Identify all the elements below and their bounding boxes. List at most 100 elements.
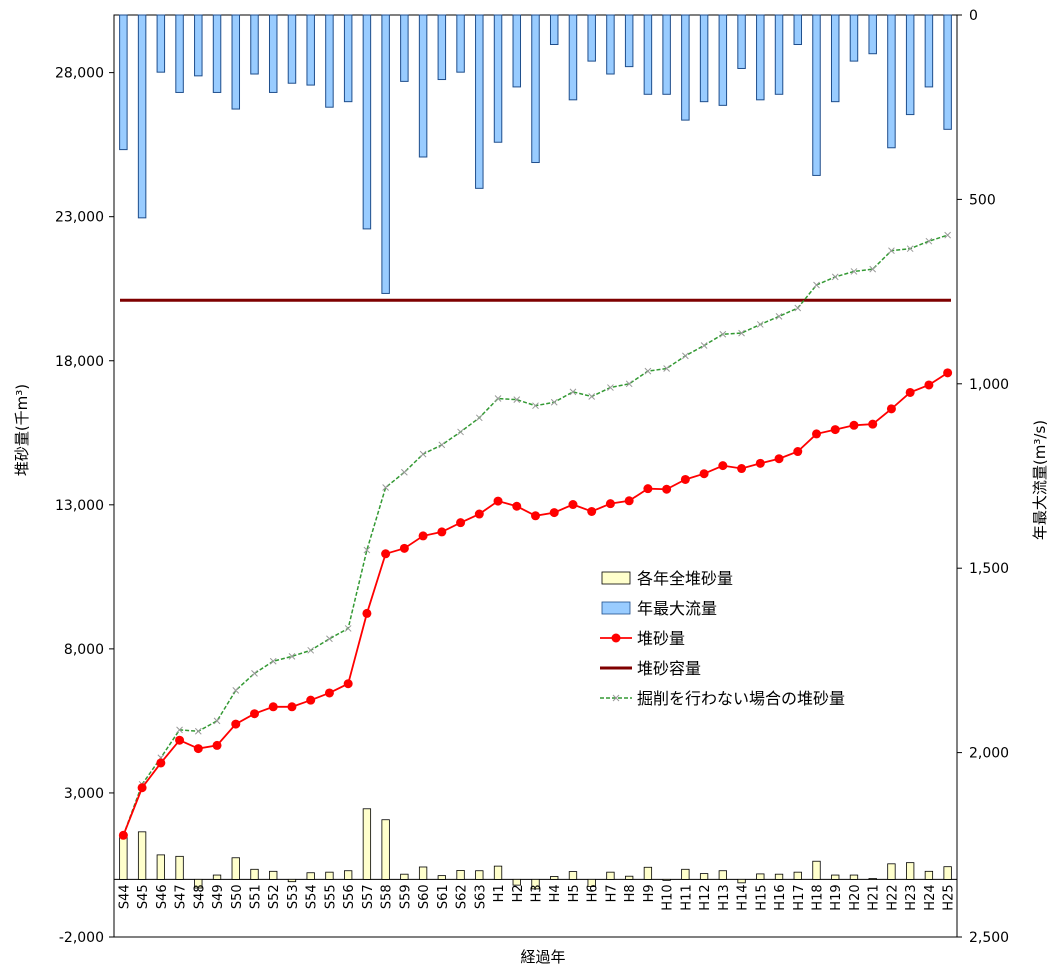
sediment-bar — [344, 870, 353, 880]
sediment-volume-marker — [812, 429, 821, 439]
flow-bar — [662, 14, 671, 95]
x-tick-label: S57 — [361, 884, 376, 909]
flow-bar — [756, 14, 765, 101]
flow-bar — [268, 14, 278, 93]
flow-bar — [643, 14, 653, 95]
x-tick-label: S56 — [342, 884, 357, 909]
sediment-volume-marker — [755, 458, 765, 468]
x-tick-label: H3 — [530, 884, 545, 902]
left-y-axis-title: 堆砂量(千m³) — [13, 384, 31, 476]
no-excavation-marker — [232, 687, 240, 694]
no-excavation-marker — [419, 450, 427, 458]
no-excavation-marker — [269, 657, 277, 665]
flow-bar — [924, 14, 934, 88]
flow-bar — [400, 14, 409, 82]
flow-bar — [325, 14, 334, 108]
no-excavation-marker — [663, 365, 670, 372]
x-tick-label: H5 — [567, 884, 582, 902]
sediment-bar — [756, 873, 765, 880]
sediment-volume-marker — [886, 404, 896, 414]
right-y-axis-title: 年最大流量(m³/s) — [1031, 420, 1049, 540]
sediment-bar — [831, 874, 840, 880]
x-tick-label: H17 — [792, 884, 807, 910]
no-excavation-marker — [176, 726, 183, 734]
sediment-volume-marker — [849, 420, 859, 430]
flow-bar — [381, 14, 390, 294]
annual-sediment-bars — [119, 808, 952, 890]
sediment-bar — [774, 873, 784, 880]
sediment-volume-marker — [193, 744, 203, 754]
x-tick-label: S46 — [155, 884, 170, 909]
sediment-bar — [137, 831, 147, 880]
sediment-bar — [456, 870, 465, 880]
annual-max-flow-bars — [119, 14, 952, 294]
flow-bar — [868, 14, 877, 55]
sediment-volume-marker — [418, 531, 428, 541]
flow-bar — [737, 14, 746, 69]
legend-swatch-flow-bar — [601, 601, 631, 615]
right-y-tick-label: 2,000 — [969, 746, 1009, 762]
x-tick-label: H14 — [736, 884, 751, 910]
flow-bar — [905, 14, 915, 116]
sediment-volume-marker — [362, 608, 372, 618]
sediment-bar — [437, 875, 446, 880]
right-y-tick-label: 500 — [969, 192, 996, 208]
sediment-bar — [924, 870, 934, 880]
x-tick-label: H19 — [829, 884, 844, 910]
flow-bar — [624, 14, 634, 68]
x-tick-label: S58 — [380, 884, 395, 909]
x-tick-label: S48 — [192, 884, 207, 909]
flow-bar — [699, 14, 709, 103]
flow-bar — [343, 14, 353, 103]
flow-bar — [456, 14, 465, 73]
flow-bar — [362, 14, 372, 230]
sediment-bar — [269, 870, 278, 880]
legend-swatch-sediment-bar — [601, 571, 631, 585]
flow-bar — [812, 14, 821, 176]
sediment-volume-marker — [905, 387, 915, 397]
sediment-volume-marker — [774, 454, 784, 464]
x-tick-label: H13 — [717, 884, 732, 910]
x-tick-label: S50 — [230, 884, 245, 909]
left-y-tick-label: 13,000 — [55, 498, 104, 514]
no-excavation-marker — [850, 268, 858, 275]
flow-bar — [774, 14, 784, 95]
sediment-volume-marker — [737, 464, 747, 474]
flow-bar — [681, 14, 690, 121]
flow-bar — [606, 14, 615, 75]
series-lines — [118, 231, 953, 840]
sediment-bar — [681, 868, 690, 880]
x-tick-label: H22 — [885, 884, 900, 910]
sediment-volume-marker — [549, 508, 559, 518]
sediment-bar — [718, 870, 727, 880]
flow-bar — [231, 14, 241, 110]
sediment-volume-marker — [868, 419, 878, 429]
sediment-volume-marker — [943, 368, 953, 378]
x-tick-label: H21 — [867, 884, 882, 910]
x-tick-label: S45 — [136, 884, 151, 909]
flow-bar — [849, 14, 859, 62]
flow-bar — [156, 14, 166, 73]
no-excavation-marker — [550, 398, 558, 406]
sediment-bar — [699, 873, 709, 880]
x-tick-label: H25 — [942, 884, 957, 910]
sediment-bar — [793, 871, 802, 880]
sediment-volume-marker — [793, 447, 803, 457]
sediment-volume-marker — [137, 783, 147, 793]
flow-bar — [793, 14, 803, 46]
x-tick-label: H16 — [773, 884, 788, 910]
legend-label: 各年全堆砂量 — [637, 569, 733, 588]
sediment-volume-marker — [568, 500, 578, 510]
sediment-volume-marker — [287, 702, 297, 712]
x-tick-label: S44 — [117, 884, 132, 909]
left-y-tick-label: 18,000 — [55, 354, 104, 370]
no-excavation-marker — [644, 367, 652, 375]
no-excavation-marker — [738, 329, 745, 337]
sediment-volume-marker — [493, 496, 503, 506]
sediment-bar — [381, 819, 390, 880]
no-excavation-marker — [326, 635, 333, 643]
right-y-tick-label: 2,500 — [969, 930, 1009, 946]
no-excavation-marker — [794, 304, 802, 312]
right-y-tick-label: 1,000 — [969, 377, 1009, 393]
no-excavation-marker — [457, 428, 464, 436]
